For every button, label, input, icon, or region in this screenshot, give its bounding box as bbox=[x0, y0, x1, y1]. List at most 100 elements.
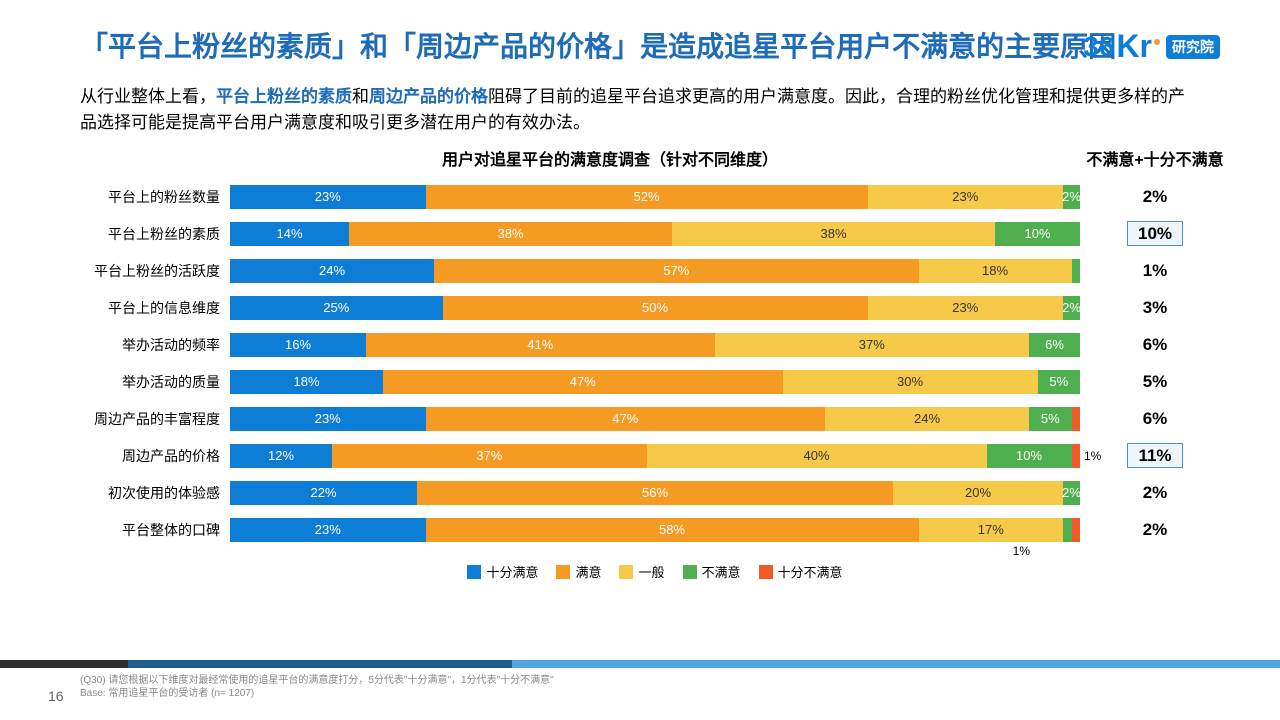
row-label: 举办活动的频率 bbox=[80, 335, 230, 355]
chart-row: 初次使用的体验感22%56%20%2%2% bbox=[80, 474, 1230, 511]
bar-outside-label: 1% bbox=[1080, 444, 1101, 468]
stacked-bar: 23%47%24%5% bbox=[230, 407, 1080, 431]
footer-bar bbox=[0, 660, 1280, 668]
logo-36: 36 bbox=[1083, 31, 1114, 63]
bar-segment: 37% bbox=[715, 333, 1030, 357]
stacked-bar: 25%50%23%2% bbox=[230, 296, 1080, 320]
chart-row: 举办活动的频率16%41%37%6%6% bbox=[80, 326, 1230, 363]
stacked-bar: 23%58%17% bbox=[230, 518, 1080, 542]
row-label: 平台上的信息维度 bbox=[80, 298, 230, 318]
legend-item: 一般 bbox=[619, 562, 664, 581]
legend-item: 十分满意 bbox=[467, 562, 538, 581]
bar-segment: 22% bbox=[230, 481, 417, 505]
chart-under-note: 1% bbox=[80, 544, 1230, 558]
stacked-bar: 16%41%37%6% bbox=[230, 333, 1080, 357]
bar-segment: 56% bbox=[417, 481, 893, 505]
bar-segment: 52% bbox=[426, 185, 868, 209]
stacked-bar: 12%37%40%10% 1% bbox=[230, 444, 1080, 468]
legend-item: 满意 bbox=[556, 562, 601, 581]
bar-segment: 23% bbox=[230, 185, 426, 209]
bar-segment: 2% bbox=[1063, 481, 1080, 505]
legend-item: 十分不满意 bbox=[759, 562, 843, 581]
bar-segment bbox=[1072, 259, 1081, 283]
neg-value: 3% bbox=[1080, 298, 1230, 318]
bar-segment: 10% bbox=[987, 444, 1072, 468]
bar-segment: 5% bbox=[1038, 370, 1081, 394]
stacked-bar: 14%38%38%10% bbox=[230, 222, 1080, 246]
chart-row: 平台上粉丝的素质14%38%38%10%10% bbox=[80, 215, 1230, 252]
bar-segment: 37% bbox=[332, 444, 647, 468]
bar-segment: 5% bbox=[1029, 407, 1072, 431]
bar-segment: 47% bbox=[383, 370, 783, 394]
bar-segment: 25% bbox=[230, 296, 443, 320]
bar-segment: 18% bbox=[919, 259, 1072, 283]
bar-segment: 50% bbox=[443, 296, 868, 320]
bar-segment: 17% bbox=[919, 518, 1064, 542]
neg-value: 1% bbox=[1080, 261, 1230, 281]
bar-segment: 38% bbox=[672, 222, 995, 246]
bar-segment: 12% bbox=[230, 444, 332, 468]
bar-segment: 30% bbox=[783, 370, 1038, 394]
legend-swatch bbox=[556, 565, 570, 579]
chart-row: 平台整体的口碑23%58%17%2% bbox=[80, 511, 1230, 548]
chart-row: 平台上的信息维度25%50%23%2%3% bbox=[80, 289, 1230, 326]
bar-segment: 57% bbox=[434, 259, 919, 283]
neg-value: 10% bbox=[1080, 224, 1230, 244]
legend-label: 十分满意 bbox=[486, 562, 538, 581]
footer: 16 (Q30) 请您根据以下维度对最经常使用的追星平台的满意度打分，5分代表"… bbox=[0, 660, 1280, 720]
bar-segment: 24% bbox=[230, 259, 434, 283]
stacked-bar: 24%57%18% bbox=[230, 259, 1080, 283]
legend-swatch bbox=[683, 565, 697, 579]
row-label: 周边产品的价格 bbox=[80, 446, 230, 466]
bar-segment: 16% bbox=[230, 333, 366, 357]
footnote-1: (Q30) 请您根据以下维度对最经常使用的追星平台的满意度打分，5分代表"十分满… bbox=[0, 674, 1280, 687]
row-label: 举办活动的质量 bbox=[80, 372, 230, 392]
row-label: 初次使用的体验感 bbox=[80, 483, 230, 503]
bar-segment: 10% bbox=[995, 222, 1080, 246]
bar-segment: 58% bbox=[426, 518, 919, 542]
legend-label: 满意 bbox=[575, 562, 601, 581]
stacked-bar: 18%47%30%5% bbox=[230, 370, 1080, 394]
bar-segment bbox=[1072, 518, 1081, 542]
bar-segment bbox=[1063, 518, 1072, 542]
page-number: 16 bbox=[48, 688, 64, 704]
legend-swatch bbox=[467, 565, 481, 579]
bar-segment: 2% bbox=[1063, 185, 1080, 209]
legend-item: 不满意 bbox=[683, 562, 741, 581]
bar-segment: 20% bbox=[893, 481, 1063, 505]
stacked-bar: 22%56%20%2% bbox=[230, 481, 1080, 505]
neg-value: 6% bbox=[1080, 335, 1230, 355]
bar-segment: 2% bbox=[1063, 296, 1080, 320]
bar-segment: 38% bbox=[349, 222, 672, 246]
chart-row: 平台上的粉丝数量23%52%23%2%2% bbox=[80, 178, 1230, 215]
legend: 十分满意 满意 一般 不满意 十分不满意 bbox=[80, 562, 1230, 581]
neg-value: 6% bbox=[1080, 409, 1230, 429]
bar-segment: 24% bbox=[825, 407, 1029, 431]
legend-swatch bbox=[619, 565, 633, 579]
logo-kr: Kr bbox=[1116, 28, 1160, 65]
bar-segment: 41% bbox=[366, 333, 715, 357]
bar-segment: 23% bbox=[868, 296, 1064, 320]
row-label: 周边产品的丰富程度 bbox=[80, 409, 230, 429]
logo: 36 Kr 研究院 bbox=[1083, 28, 1220, 65]
legend-label: 十分不满意 bbox=[778, 562, 843, 581]
neg-value: 11% bbox=[1080, 446, 1230, 466]
chart-title: 用户对追星平台的满意度调查（针对不同维度） bbox=[80, 146, 1080, 170]
subtitle: 从行业整体上看，平台上粉丝的素质和周边产品的价格阻碍了目前的追星平台追求更高的用… bbox=[0, 66, 1280, 137]
legend-swatch bbox=[759, 565, 773, 579]
neg-column-header: 不满意+十分不满意 bbox=[1080, 146, 1230, 170]
bar-segment: 40% bbox=[647, 444, 987, 468]
bar-segment: 14% bbox=[230, 222, 349, 246]
page-title: 「平台上粉丝的素质」和「周边产品的价格」是造成追星平台用户不满意的主要原因 bbox=[80, 28, 1200, 66]
chart-row: 举办活动的质量18%47%30%5%5% bbox=[80, 363, 1230, 400]
legend-label: 一般 bbox=[638, 562, 664, 581]
bar-segment: 6% bbox=[1029, 333, 1080, 357]
neg-value: 2% bbox=[1080, 520, 1230, 540]
row-label: 平台上的粉丝数量 bbox=[80, 187, 230, 207]
bar-segment bbox=[1072, 444, 1081, 468]
footnote-2: Base: 常用追星平台的受访者 (n= 1207) bbox=[0, 687, 1280, 700]
row-label: 平台上粉丝的活跃度 bbox=[80, 261, 230, 281]
neg-value: 2% bbox=[1080, 187, 1230, 207]
chart-row: 平台上粉丝的活跃度24%57%18%1% bbox=[80, 252, 1230, 289]
legend-label: 不满意 bbox=[702, 562, 741, 581]
